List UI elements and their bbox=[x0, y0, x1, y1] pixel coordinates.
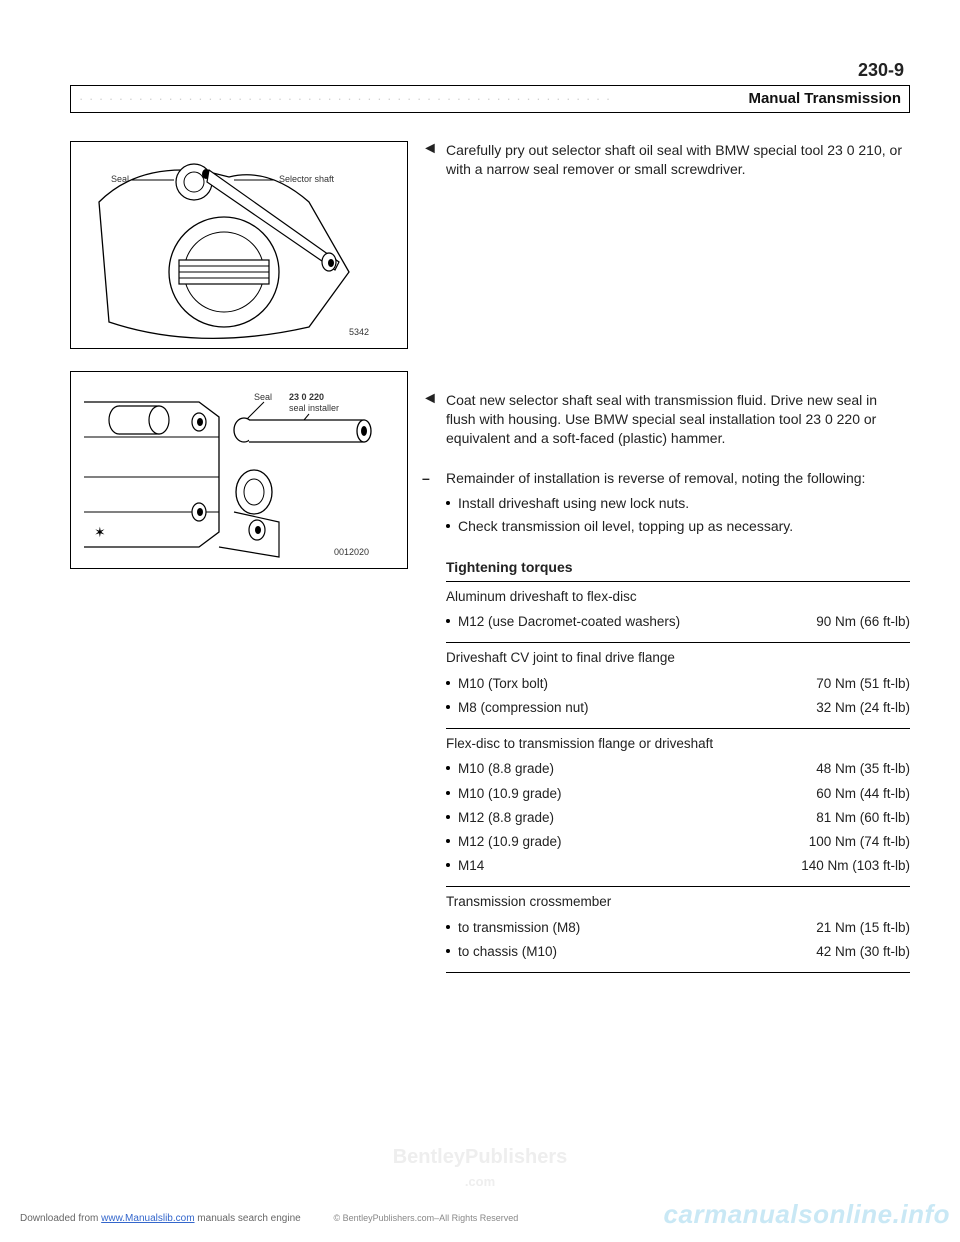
footer-suffix: manuals search engine bbox=[195, 1213, 301, 1224]
step-1: ◄ Carefully pry out selector shaft oil s… bbox=[422, 141, 910, 179]
torque-row: M10 (Torx bolt) 70 Nm (51 ft-lb) bbox=[446, 672, 910, 696]
side-watermark: carmanualsonline.info bbox=[664, 1199, 950, 1230]
torque-row-label: M12 (8.8 grade) bbox=[458, 809, 554, 827]
torque-row: M12 (use Dacromet-coated washers) 90 Nm (… bbox=[446, 610, 910, 634]
footer-line: Downloaded from www.Manualslib.com manua… bbox=[20, 1213, 518, 1224]
torque-section: Aluminum driveshaft to flex-disc M12 (use… bbox=[446, 581, 910, 642]
step-3-bullet: Check transmission oil level, topping up… bbox=[446, 517, 910, 536]
bullet-icon bbox=[446, 839, 450, 843]
torque-row-label: M10 (10.9 grade) bbox=[458, 785, 562, 803]
bullet-icon bbox=[446, 681, 450, 685]
torque-row-value: 81 Nm (60 ft-lb) bbox=[816, 809, 910, 827]
torque-row-value: 140 Nm (103 ft-lb) bbox=[801, 857, 910, 875]
bullet-icon bbox=[446, 619, 450, 623]
figure-2: Seal 23 0 220 seal installer bbox=[70, 371, 408, 569]
step-3-intro: Remainder of installation is reverse of … bbox=[446, 470, 865, 486]
fig2-seal-label: Seal bbox=[254, 392, 272, 402]
arrow-marker-icon: ◄ bbox=[422, 391, 436, 448]
torque-section-heading: Aluminum driveshaft to flex-disc bbox=[446, 588, 910, 606]
bullet-icon bbox=[446, 949, 450, 953]
step-3-bullet-text: Install driveshaft using new lock nuts. bbox=[458, 494, 689, 513]
bullet-icon bbox=[446, 863, 450, 867]
fig1-code: 5342 bbox=[349, 327, 369, 337]
step-3-bullet: Install driveshaft using new lock nuts. bbox=[446, 494, 910, 513]
torque-row-label: M12 (use Dacromet-coated washers) bbox=[458, 613, 680, 631]
torque-title: Tightening torques bbox=[446, 558, 910, 577]
torque-row-label: M10 (Torx bolt) bbox=[458, 675, 548, 693]
bullet-icon bbox=[446, 925, 450, 929]
torque-row-value: 70 Nm (51 ft-lb) bbox=[816, 675, 910, 693]
torque-row-label: M12 (10.9 grade) bbox=[458, 833, 562, 851]
torque-row-value: 60 Nm (44 ft-lb) bbox=[816, 785, 910, 803]
torque-row: M12 (8.8 grade) 81 Nm (60 ft-lb) bbox=[446, 806, 910, 830]
bullet-icon bbox=[446, 524, 450, 528]
fig1-selector-label: Selector shaft bbox=[279, 174, 335, 184]
torque-row: M10 (8.8 grade) 48 Nm (35 ft-lb) bbox=[446, 757, 910, 781]
fig2-code: 0012020 bbox=[334, 547, 369, 557]
torque-section: Transmission crossmember to transmission … bbox=[446, 886, 910, 973]
torque-section-heading: Transmission crossmember bbox=[446, 893, 910, 911]
footer-prefix: Downloaded from bbox=[20, 1213, 101, 1224]
torque-row: to transmission (M8) 21 Nm (15 ft-lb) bbox=[446, 916, 910, 940]
header-faded-text: · · · · · · · · · · · · · · · · · · · · … bbox=[79, 91, 611, 106]
torque-row-label: to transmission (M8) bbox=[458, 919, 580, 937]
torque-row: to chassis (M10) 42 Nm (30 ft-lb) bbox=[446, 940, 910, 964]
torque-section-heading: Flex-disc to transmission flange or driv… bbox=[446, 735, 910, 753]
torque-row-label: M14 bbox=[458, 857, 484, 875]
section-title: Manual Transmission bbox=[748, 90, 901, 107]
header-bar: · · · · · · · · · · · · · · · · · · · · … bbox=[70, 85, 910, 113]
step-3: – Remainder of installation is reverse o… bbox=[422, 469, 910, 536]
torque-row-value: 32 Nm (24 ft-lb) bbox=[816, 699, 910, 717]
footer-copyright: © BentleyPublishers.com–All Rights Reser… bbox=[334, 1213, 519, 1223]
bullet-icon bbox=[446, 705, 450, 709]
page-number: 230-9 bbox=[70, 60, 910, 81]
fig2-tool-no: 23 0 220 bbox=[289, 392, 324, 402]
bullet-icon bbox=[446, 815, 450, 819]
footer-link[interactable]: www.Manualslib.com bbox=[101, 1213, 194, 1224]
torque-row-value: 100 Nm (74 ft-lb) bbox=[809, 833, 910, 851]
torque-section: Driveshaft CV joint to final drive flang… bbox=[446, 642, 910, 728]
torque-row: M10 (10.9 grade) 60 Nm (44 ft-lb) bbox=[446, 782, 910, 806]
step-2: ◄ Coat new selector shaft seal with tran… bbox=[422, 391, 910, 448]
torque-section: Flex-disc to transmission flange or driv… bbox=[446, 728, 910, 886]
step-2-text: Coat new selector shaft seal with transm… bbox=[446, 391, 910, 448]
svg-text:✶: ✶ bbox=[94, 524, 106, 540]
step-3-bullet-text: Check transmission oil level, topping up… bbox=[458, 517, 793, 536]
torque-row-label: to chassis (M10) bbox=[458, 943, 557, 961]
bullet-icon bbox=[446, 791, 450, 795]
torque-row-value: 90 Nm (66 ft-lb) bbox=[816, 613, 910, 631]
bullet-icon bbox=[446, 501, 450, 505]
torque-row-label: M8 (compression nut) bbox=[458, 699, 589, 717]
torque-row: M12 (10.9 grade) 100 Nm (74 ft-lb) bbox=[446, 830, 910, 854]
torque-row: M8 (compression nut) 32 Nm (24 ft-lb) bbox=[446, 696, 910, 720]
arrow-marker-icon: ◄ bbox=[422, 141, 436, 179]
figure-1: Seal Selector shaft bbox=[70, 141, 408, 349]
torque-row: M14 140 Nm (103 ft-lb) bbox=[446, 854, 910, 878]
step-1-text: Carefully pry out selector shaft oil sea… bbox=[446, 141, 910, 179]
center-watermark: BentleyPublishers.com bbox=[393, 1146, 568, 1192]
torque-row-value: 48 Nm (35 ft-lb) bbox=[816, 760, 910, 778]
torque-section-heading: Driveshaft CV joint to final drive flang… bbox=[446, 649, 910, 667]
tightening-torques: Tightening torques Aluminum driveshaft t… bbox=[446, 558, 910, 973]
bullet-icon bbox=[446, 766, 450, 770]
torque-row-value: 21 Nm (15 ft-lb) bbox=[816, 919, 910, 937]
torque-row-value: 42 Nm (30 ft-lb) bbox=[816, 943, 910, 961]
fig2-tool-name: seal installer bbox=[289, 403, 339, 413]
dash-marker-icon: – bbox=[422, 469, 436, 536]
torque-row-label: M10 (8.8 grade) bbox=[458, 760, 554, 778]
